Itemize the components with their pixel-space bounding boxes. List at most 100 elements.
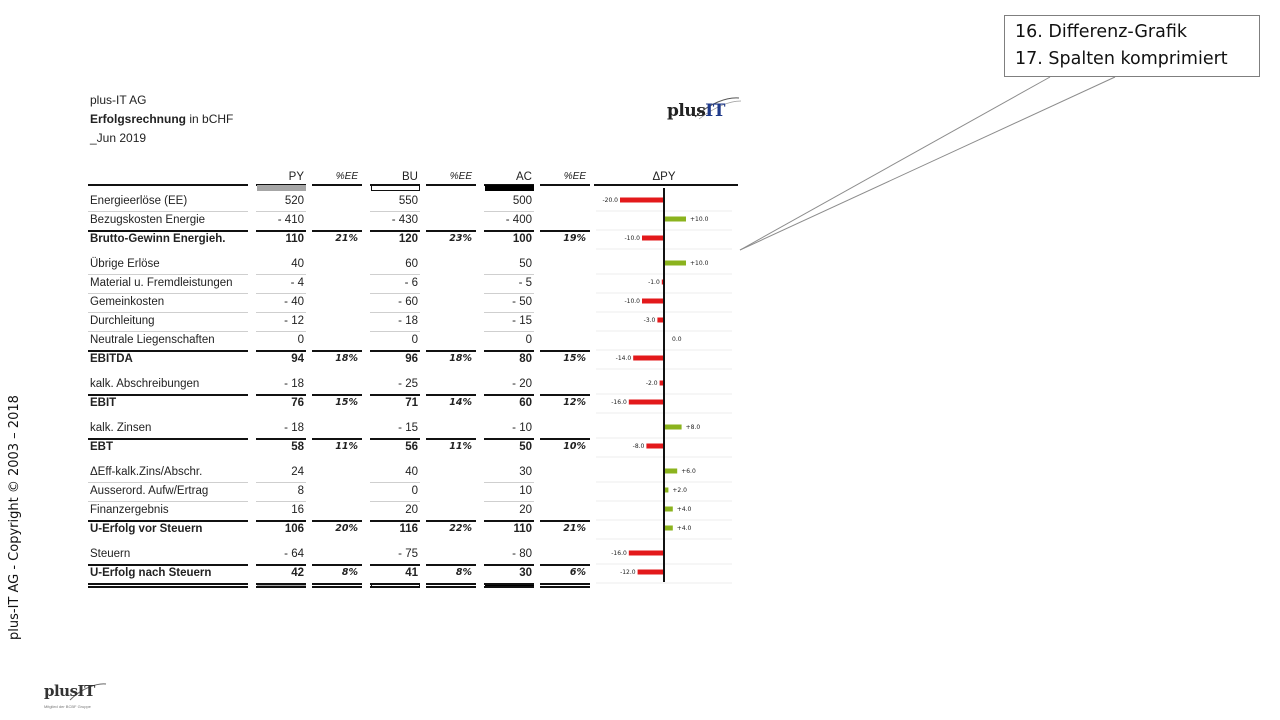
- ac-value: 10: [519, 485, 532, 497]
- row-rule: [256, 312, 306, 313]
- py-value: - 40: [284, 296, 304, 308]
- delta-bar: [664, 216, 686, 222]
- ac-value: - 10: [512, 422, 532, 434]
- bu-value: 60: [405, 258, 418, 270]
- ac-pct-value: 15%: [563, 353, 586, 364]
- row-label: ΔEff-kalk.Zins/Abschr.: [90, 466, 203, 478]
- total-rule: [370, 394, 420, 396]
- row-label: Energieerlöse (EE): [90, 195, 188, 207]
- total-rule: [312, 350, 362, 352]
- bu-value: 116: [399, 523, 418, 535]
- row-rule: [88, 501, 248, 502]
- row-rule: [256, 331, 306, 332]
- row-label: Material u. Fremdleistungen: [90, 277, 233, 289]
- py-pct-value: 8%: [341, 567, 358, 578]
- row-label: U-Erfolg nach Steuern: [90, 567, 212, 579]
- py-value: 8: [297, 485, 304, 497]
- report-title-bold: Erfolgsrechnung: [90, 112, 187, 126]
- footer-logo-accent: IT: [77, 682, 96, 700]
- ac-scenario-marker: [485, 185, 534, 191]
- bu-value: 71: [405, 397, 418, 409]
- row-rule: [484, 482, 534, 483]
- delta-bar: [642, 235, 664, 241]
- ac-value: 50: [519, 441, 532, 453]
- delta-bar: [628, 550, 664, 556]
- delta-bar-label: -2.0: [646, 380, 658, 387]
- delta-bar-label: +10.0: [690, 216, 709, 223]
- bu-value: 96: [405, 353, 418, 365]
- delta-bar-label: -10.0: [624, 298, 640, 305]
- row-rule: [484, 211, 534, 212]
- report-company: plus-IT AG: [90, 93, 147, 107]
- total-rule: [484, 564, 534, 566]
- delta-bar: [642, 298, 664, 304]
- total-rule: [312, 520, 362, 522]
- row-label: Steuern: [90, 548, 131, 560]
- py-pct-value: 15%: [335, 397, 358, 408]
- total-rule: [426, 350, 476, 352]
- total-rule: [540, 438, 590, 440]
- py-pct-value: 21%: [335, 233, 358, 244]
- col-header-ac: AC: [516, 171, 532, 183]
- total-rule-double: [484, 586, 534, 588]
- ac-value: - 400: [505, 214, 532, 226]
- ac-value: - 15: [512, 315, 532, 327]
- row-label: EBITDA: [90, 353, 133, 365]
- header-rule: [312, 184, 362, 186]
- row-rule: [370, 293, 420, 294]
- header-rule: [594, 184, 738, 186]
- py-value: 520: [284, 195, 304, 207]
- row-rule: [370, 331, 420, 332]
- row-label: kalk. Zinsen: [90, 422, 152, 434]
- row-rule: [484, 312, 534, 313]
- delta-bar-label: 0.0: [672, 336, 682, 343]
- ac-value: 110: [513, 523, 532, 535]
- ac-value: 80: [519, 353, 532, 365]
- row-label: Übrige Erlöse: [90, 258, 160, 270]
- report-period: _Jun 2019: [90, 131, 147, 145]
- row-label: U-Erfolg vor Steuern: [90, 523, 203, 535]
- total-rule: [312, 438, 362, 440]
- total-rule: [88, 230, 248, 232]
- ac-value: - 5: [518, 277, 532, 289]
- delta-bar-label: +6.0: [681, 468, 696, 475]
- row-rule: [88, 312, 248, 313]
- col-header-py-pct: %EE: [335, 171, 358, 182]
- col-header-py: PY: [288, 171, 304, 183]
- bu-value: - 60: [398, 296, 418, 308]
- delta-bar: [664, 468, 678, 474]
- py-pct-value: 20%: [335, 523, 358, 534]
- total-rule: [88, 438, 248, 440]
- py-pct-value: 18%: [335, 353, 358, 364]
- py-value: 110: [285, 233, 304, 245]
- delta-bar-label: +8.0: [686, 424, 701, 431]
- total-rule: [256, 564, 306, 566]
- delta-bar-label: -10.0: [624, 235, 640, 242]
- total-rule: [426, 394, 476, 396]
- total-rule: [312, 230, 362, 232]
- bu-pct-value: 11%: [449, 441, 472, 452]
- delta-bar-label: -1.0: [648, 279, 660, 286]
- total-rule: [312, 583, 362, 585]
- ac-value: 30: [519, 567, 532, 579]
- delta-bar-label: -16.0: [611, 550, 627, 557]
- delta-bar-label: +4.0: [677, 525, 692, 532]
- copyright-text: plus-IT AG - Copyright © 2003 – 2018: [7, 395, 22, 640]
- total-rule: [426, 438, 476, 440]
- total-rule: [426, 230, 476, 232]
- py-value: 76: [291, 397, 304, 409]
- delta-bar: [664, 506, 673, 512]
- total-rule: [426, 520, 476, 522]
- header-rule: [88, 184, 248, 186]
- total-rule: [256, 394, 306, 396]
- ac-pct-value: 21%: [563, 523, 586, 534]
- py-value: 106: [284, 523, 304, 535]
- delta-bar-label: -16.0: [611, 399, 627, 406]
- bu-pct-value: 8%: [455, 567, 472, 578]
- bu-pct-value: 22%: [449, 523, 472, 534]
- footer-logo-subtitle: Mitglied der BCBF Gruppe: [44, 704, 91, 709]
- bu-value: - 430: [391, 214, 418, 226]
- ac-value: 50: [519, 258, 532, 270]
- bu-value: 56: [405, 441, 418, 453]
- row-label: Bezugskosten Energie: [90, 214, 206, 226]
